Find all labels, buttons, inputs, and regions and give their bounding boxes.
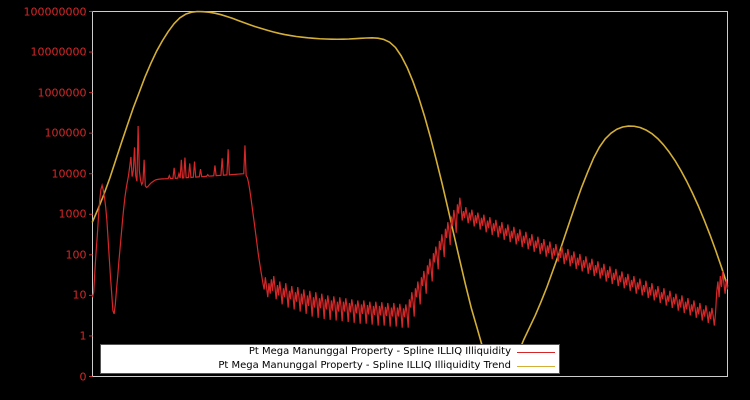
y-tick-marks [89, 11, 93, 377]
y-tick-label: 0 [79, 370, 87, 383]
y-tick-label: 1 [79, 329, 87, 343]
y-tick-label: 10000 [51, 167, 87, 181]
axes-frame [92, 11, 728, 377]
legend-label-illiquidity-trend: Pt Mega Manunggal Property - Spline ILLI… [218, 360, 511, 371]
y-tick-label: 1000 [58, 207, 87, 221]
y-tick-label: 100 [65, 248, 87, 262]
y-tick-label: 10 [72, 288, 87, 302]
chart-legend[interactable]: Pt Mega Manunggal Property - Spline ILLI… [100, 344, 560, 374]
y-tick-label: 100000000 [23, 5, 87, 18]
legend-swatch-illiquidity-trend [517, 362, 555, 371]
legend-label-illiquidity: Pt Mega Manunggal Property - Spline ILLI… [248, 346, 511, 357]
y-tick-label: 10000000 [30, 45, 87, 59]
legend-item-illiquidity-trend[interactable]: Pt Mega Manunggal Property - Spline ILLI… [101, 359, 559, 373]
y-tick-label: 100000 [44, 126, 87, 140]
series-line-illiquidity [91, 126, 729, 328]
legend-item-illiquidity[interactable]: Pt Mega Manunggal Property - Spline ILLI… [101, 345, 559, 359]
series-line-trend [91, 10, 729, 366]
legend-swatch-illiquidity [517, 348, 555, 357]
y-tick-label: 1000000 [37, 86, 87, 100]
